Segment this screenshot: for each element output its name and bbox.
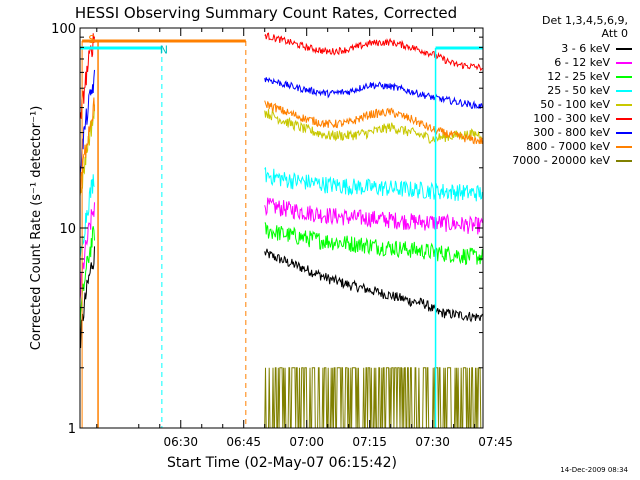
legend-swatch [616,104,632,106]
series-line [264,167,483,202]
legend-label: 300 - 800 keV [533,126,610,139]
legend-swatch [616,48,632,50]
y-axis-ticks: 1 10 100 [51,22,483,437]
legend-item: 12 - 25 keV [487,70,632,84]
series-line [264,77,483,110]
legend-swatch [616,118,632,120]
legend-swatch [616,160,632,162]
flag-annotation: S [88,33,95,46]
legend-header-line-2: Att 0 [601,27,628,40]
legend-header-line-1: Det 1,3,4,5,6,9, [541,14,628,27]
series-line [264,367,483,429]
legend-item: 3 - 6 keV [487,42,632,56]
legend-swatch [616,132,632,134]
y-tick-label: 1 [68,422,76,437]
legend-label: 50 - 100 keV [540,98,610,111]
y-tick-label: 100 [51,22,76,37]
legend-swatch [616,62,632,64]
series-line [264,100,483,145]
legend-swatch [616,76,632,78]
legend-item: 100 - 300 keV [487,112,632,126]
x-tick-label: 07:45 [478,435,513,449]
x-tick-label: 07:00 [289,435,324,449]
legend-item: 50 - 100 keV [487,98,632,112]
x-tick-label: 07:15 [352,435,387,449]
legend-label: 7000 - 20000 keV [512,154,610,167]
flag-annotation: N [160,44,168,57]
legend-label: 3 - 6 keV [561,42,610,55]
y-axis-label: Corrected Count Rate (s⁻¹ detector⁻¹) [29,106,44,351]
series-line [264,222,483,266]
x-tick-label: 06:45 [226,435,261,449]
legend-label: 12 - 25 keV [547,70,610,83]
y-tick-label: 10 [59,222,76,237]
x-tick-label: 07:30 [415,435,450,449]
legend-label: 6 - 12 keV [554,56,610,69]
series-line [264,197,483,235]
series-line [264,248,483,323]
x-axis-ticks: 06:30 06:45 07:00 07:15 07:30 07:45 [96,28,513,449]
timestamp: 14-Dec-2009 08:34 [560,466,628,474]
legend-label: 100 - 300 keV [533,112,610,125]
plot-area: SN [79,32,484,429]
legend-swatch [616,146,632,148]
legend-item: 800 - 7000 keV [487,140,632,154]
legend-item: 6 - 12 keV [487,56,632,70]
legend-label: 800 - 7000 keV [526,140,610,153]
chart-title: HESSI Observing Summary Count Rates, Cor… [75,4,457,22]
legend-item: 300 - 800 keV [487,126,632,140]
x-axis-label: Start Time (02-May-07 06:15:42) [167,455,397,471]
legend-item: 25 - 50 keV [487,84,632,98]
legend-swatch [616,90,632,92]
series-line [264,32,483,72]
legend-label: 25 - 50 keV [547,84,610,97]
legend-item: 7000 - 20000 keV [487,154,632,168]
x-tick-label: 06:30 [163,435,198,449]
